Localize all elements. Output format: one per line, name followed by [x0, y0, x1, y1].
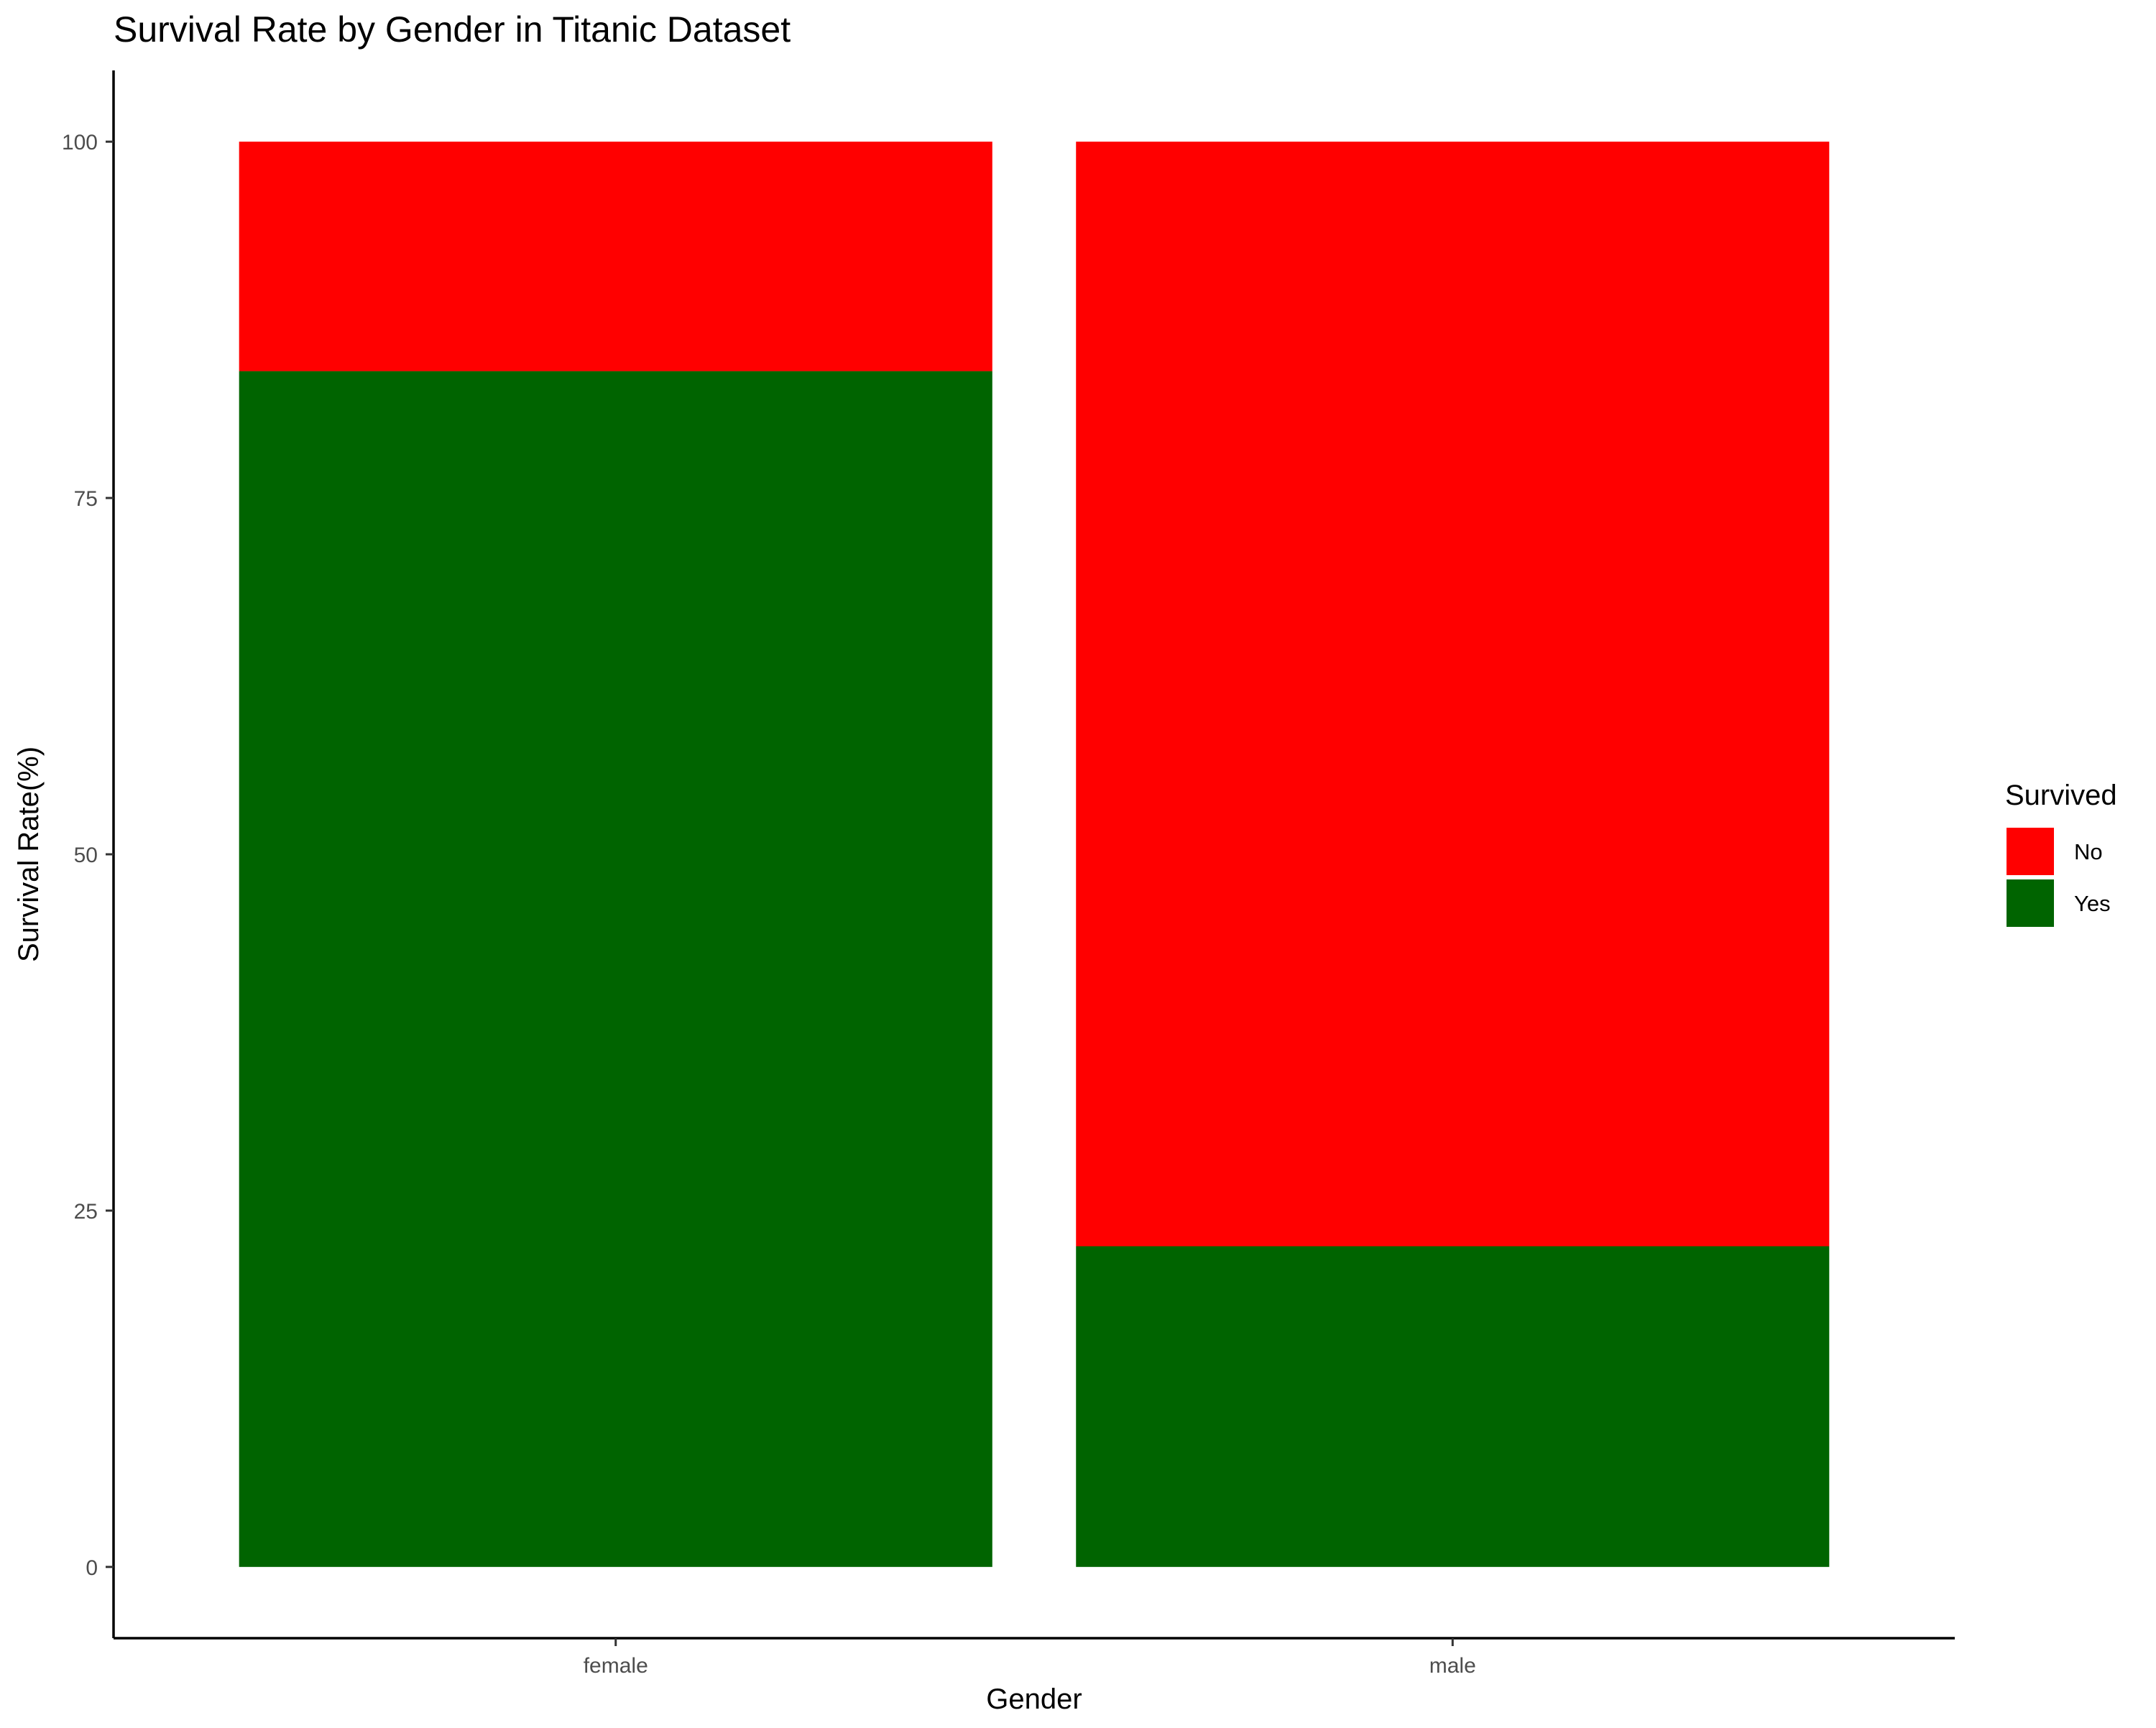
- x-axis-title: Gender: [986, 1683, 1082, 1715]
- legend-entries: No Yes: [2007, 828, 2111, 927]
- x-ticks-group: female male: [584, 1638, 1476, 1678]
- x-tick-label-female: female: [584, 1654, 648, 1678]
- y-tick-label: 50: [74, 844, 98, 867]
- bar-male-no: [1076, 142, 1830, 1247]
- legend: Survived No Yes: [2005, 780, 2117, 927]
- y-axis-title: Survival Rate(%): [13, 747, 45, 962]
- bars-group: [239, 142, 1830, 1567]
- legend-key-yes: [2007, 879, 2054, 927]
- y-ticks-group: 0 25 50 75 100: [62, 131, 114, 1580]
- legend-label-yes: Yes: [2074, 891, 2111, 916]
- y-tick-label: 0: [86, 1556, 98, 1580]
- chart-title: Survival Rate by Gender in Titanic Datas…: [114, 9, 791, 50]
- bar-female-no: [239, 142, 992, 371]
- legend-label-no: No: [2074, 839, 2103, 864]
- legend-title: Survived: [2005, 780, 2117, 811]
- y-tick-label: 75: [74, 487, 98, 511]
- bar-male-yes: [1076, 1246, 1830, 1567]
- legend-key-no: [2007, 828, 2054, 875]
- bar-female-yes: [239, 371, 992, 1567]
- x-tick-label-male: male: [1429, 1654, 1476, 1678]
- y-tick-label: 100: [62, 131, 98, 154]
- y-tick-label: 25: [74, 1200, 98, 1224]
